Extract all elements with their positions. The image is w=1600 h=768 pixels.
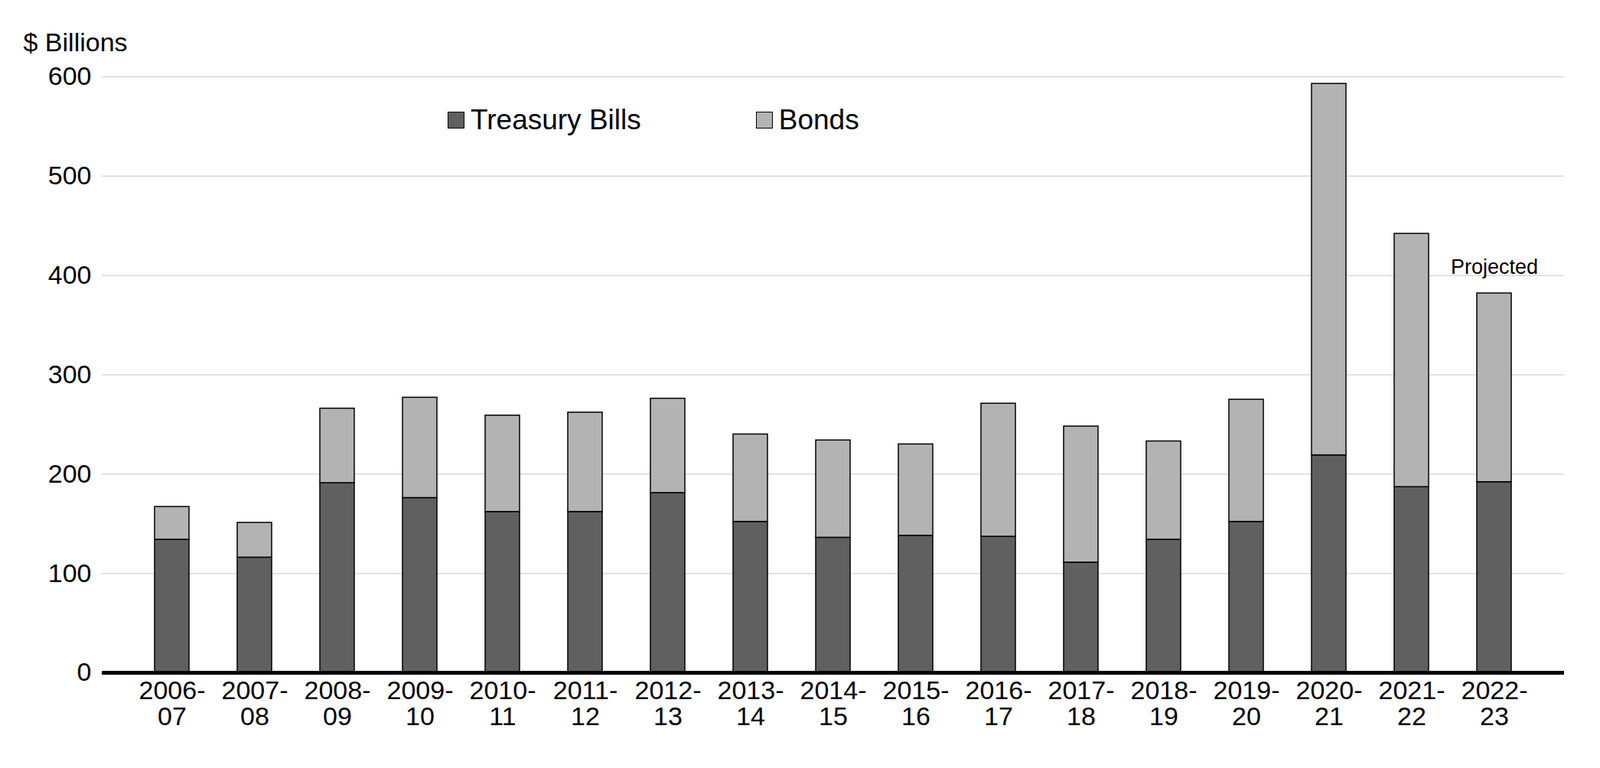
svg-text:2011-12: 2011-12 [553, 675, 618, 731]
svg-text:2014-15: 2014-15 [800, 675, 867, 731]
svg-text:Projected: Projected [1450, 255, 1539, 279]
svg-text:600: 600 [48, 61, 92, 91]
svg-text:2008-09: 2008-09 [304, 675, 372, 731]
svg-text:2009-10: 2009-10 [387, 675, 454, 731]
svg-text:2006-07: 2006-07 [139, 675, 206, 731]
svg-text:2018-19: 2018-19 [1130, 675, 1198, 731]
svg-text:2021-22: 2021-22 [1378, 675, 1446, 731]
svg-text:2015-16: 2015-16 [883, 675, 950, 731]
svg-text:300: 300 [48, 359, 92, 389]
svg-text:2020-21: 2020-21 [1296, 675, 1363, 731]
svg-text:2019-20: 2019-20 [1213, 675, 1281, 731]
svg-text:400: 400 [48, 260, 92, 290]
svg-text:200: 200 [48, 459, 92, 489]
svg-text:2007-08: 2007-08 [221, 675, 289, 731]
svg-text:2022-23: 2022-23 [1461, 675, 1529, 731]
svg-text:2012-13: 2012-13 [635, 675, 702, 731]
svg-text:2010-11: 2010-11 [469, 675, 537, 731]
svg-text:100: 100 [48, 558, 92, 588]
svg-text:2013-14: 2013-14 [717, 675, 785, 731]
svg-text:2017-18: 2017-18 [1048, 675, 1115, 731]
svg-text:$ Billions: $ Billions [23, 27, 128, 57]
svg-text:500: 500 [48, 160, 92, 190]
svg-text:0: 0 [77, 657, 92, 687]
html-text:Bonds: Bonds [778, 104, 860, 136]
html-text:Treasury Bills: Treasury Bills [470, 104, 641, 136]
svg-text:2016-17: 2016-17 [965, 675, 1033, 731]
